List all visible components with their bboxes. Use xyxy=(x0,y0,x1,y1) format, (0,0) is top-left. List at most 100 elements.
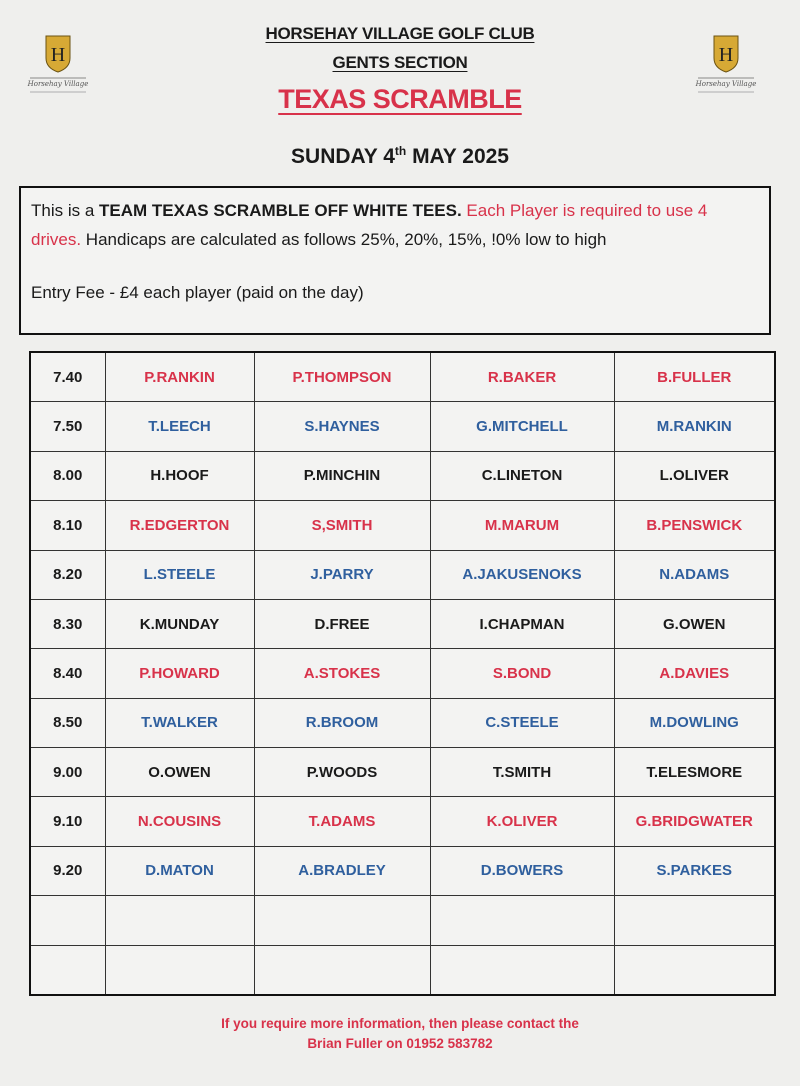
tee-time: 8.50 xyxy=(29,697,106,749)
date-rest: MAY 2025 xyxy=(406,145,509,168)
player-name: R.BAKER xyxy=(429,351,615,403)
player-name: T.SMITH xyxy=(429,747,615,798)
player-name xyxy=(613,895,776,946)
player-name: L.STEELE xyxy=(104,549,255,600)
player-name: T.LEECH xyxy=(104,401,255,452)
tee-time: 8.30 xyxy=(29,598,106,650)
player-name: J.PARRY xyxy=(253,549,431,600)
player-name: D.BOWERS xyxy=(429,845,615,897)
player-name: G.BRIDGWATER xyxy=(613,796,776,847)
player-name: B.FULLER xyxy=(613,351,776,403)
info-part: This is a xyxy=(31,201,100,220)
player-name: G.OWEN xyxy=(613,598,776,650)
player-name: K.OLIVER xyxy=(429,796,615,847)
tee-time-row: 8.00 H.HOOF P.MINCHIN C.LINETON L.OLIVER xyxy=(29,450,776,502)
player-name xyxy=(429,895,615,946)
player-name: P.THOMPSON xyxy=(253,351,431,403)
tee-time: 9.10 xyxy=(29,796,106,847)
info-drives: Each Player is required to use 4 drives. xyxy=(31,201,708,249)
event-date: SUNDAY 4th MAY 2025 xyxy=(0,144,800,169)
player-name: R.BROOM xyxy=(253,697,431,749)
player-name: B.PENSWICK xyxy=(613,500,776,551)
player-name: C.STEELE xyxy=(429,697,615,749)
player-name: G.MITCHELL xyxy=(429,401,615,452)
entry-fee: Entry Fee - £4 each player (paid on the … xyxy=(31,283,364,302)
player-name: A.STOKES xyxy=(253,648,431,699)
player-name: N.COUSINS xyxy=(104,796,255,847)
info-text: This is a TEAM TEXAS SCRAMBLE OFF WHITE … xyxy=(31,196,759,254)
player-name: M.RANKIN xyxy=(613,401,776,452)
player-name: T.WALKER xyxy=(104,697,255,749)
tee-times-table: 7.40 P.RANKIN P.THOMPSON R.BAKER B.FULLER 7.5… xyxy=(29,351,776,996)
club-logo-left: H Horsehay Village xyxy=(27,35,89,93)
svg-text:H: H xyxy=(51,44,65,66)
footer-contact-line1: If you require more information, then pl… xyxy=(221,1016,579,1031)
svg-text:Horsehay Village: Horsehay Village xyxy=(27,80,89,88)
footer-contact-line2: Brian Fuller on 01952 583782 xyxy=(307,1036,493,1051)
tee-time-row: 8.40 P.HOWARD A.STOKES S.BOND A.DAVIES xyxy=(29,648,776,699)
player-name: S.PARKES xyxy=(613,845,776,897)
tee-time-row: 8.50 T.WALKER R.BROOM C.STEELE M.DOWLING xyxy=(29,697,776,749)
player-name: A.JAKUSENOKS xyxy=(429,549,615,600)
club-name: HORSEHAY VILLAGE GOLF CLUB xyxy=(265,24,535,43)
player-name: M.MARUM xyxy=(429,500,615,551)
date-main: SUNDAY 4 xyxy=(291,145,395,168)
svg-text:Horsehay Village: Horsehay Village xyxy=(695,80,757,88)
tee-time-row: 7.40 P.RANKIN P.THOMPSON R.BAKER B.FULLER xyxy=(29,351,776,403)
tee-time-row xyxy=(29,895,776,946)
info-format: TEAM TEXAS SCRAMBLE OFF WHITE TEES. xyxy=(99,201,462,220)
club-logo-right: H Horsehay Village xyxy=(695,35,757,93)
player-name: S.HAYNES xyxy=(253,401,431,452)
tee-time: 7.50 xyxy=(29,401,106,452)
player-name: D.MATON xyxy=(104,845,255,897)
player-name: I.CHAPMAN xyxy=(429,598,615,650)
section-name: GENTS SECTION xyxy=(332,53,468,72)
player-name: S.BOND xyxy=(429,648,615,699)
player-name: O.OWEN xyxy=(104,747,255,798)
player-name xyxy=(253,944,431,996)
player-name xyxy=(429,944,615,996)
player-name xyxy=(253,895,431,946)
player-name: A.DAVIES xyxy=(613,648,776,699)
tee-time: 7.40 xyxy=(29,351,106,403)
player-name: P.MINCHIN xyxy=(253,450,431,502)
tee-time-row: 9.20 D.MATON A.BRADLEY D.BOWERS S.PARKES xyxy=(29,845,776,897)
tee-time: 9.00 xyxy=(29,747,106,798)
tee-time-row: 8.20 L.STEELE J.PARRY A.JAKUSENOKS N.ADAMS xyxy=(29,549,776,600)
player-name: L.OLIVER xyxy=(613,450,776,502)
tee-time: 8.40 xyxy=(29,648,106,699)
tee-time-row: 9.10 N.COUSINS T.ADAMS K.OLIVER G.BRIDGWATER xyxy=(29,796,776,847)
date-suffix: th xyxy=(394,144,407,158)
player-name xyxy=(613,944,776,996)
tee-time: 9.20 xyxy=(29,845,106,897)
tee-time xyxy=(29,944,106,996)
svg-text:H: H xyxy=(719,44,733,66)
player-name: S,SMITH xyxy=(253,500,431,551)
player-name: K.MUNDAY xyxy=(104,598,255,650)
tee-time: 8.10 xyxy=(29,500,106,551)
tee-time xyxy=(29,895,106,946)
tee-time-row: 9.00 O.OWEN P.WOODS T.SMITH T.ELESMORE xyxy=(29,747,776,798)
player-name: T.ADAMS xyxy=(253,796,431,847)
player-name xyxy=(104,944,255,996)
player-name: N.ADAMS xyxy=(613,549,776,600)
player-name xyxy=(104,895,255,946)
player-name: H.HOOF xyxy=(104,450,255,502)
player-name: P.RANKIN xyxy=(104,351,255,403)
player-name: C.LINETON xyxy=(429,450,615,502)
player-name: T.ELESMORE xyxy=(613,747,776,798)
tee-time-row: 8.30 K.MUNDAY D.FREE I.CHAPMAN G.OWEN xyxy=(29,598,776,650)
tee-time: 8.20 xyxy=(29,549,106,600)
event-title: TEXAS SCRAMBLE xyxy=(278,84,522,114)
player-name: P.WOODS xyxy=(253,747,431,798)
player-name: P.HOWARD xyxy=(104,648,255,699)
tee-time-row: 8.10 R.EDGERTON S,SMITH M.MARUM B.PENSWICK xyxy=(29,500,776,551)
player-name: A.BRADLEY xyxy=(253,845,431,897)
player-name: M.DOWLING xyxy=(613,697,776,749)
info-box: This is a TEAM TEXAS SCRAMBLE OFF WHITE … xyxy=(19,186,771,335)
info-handicaps: Handicaps are calculated as follows 25%,… xyxy=(81,230,607,249)
tee-time-row: 7.50 T.LEECH S.HAYNES G.MITCHELL M.RANKIN xyxy=(29,401,776,452)
tee-time-row xyxy=(29,944,776,996)
player-name: D.FREE xyxy=(253,598,431,650)
tee-time: 8.00 xyxy=(29,450,106,502)
